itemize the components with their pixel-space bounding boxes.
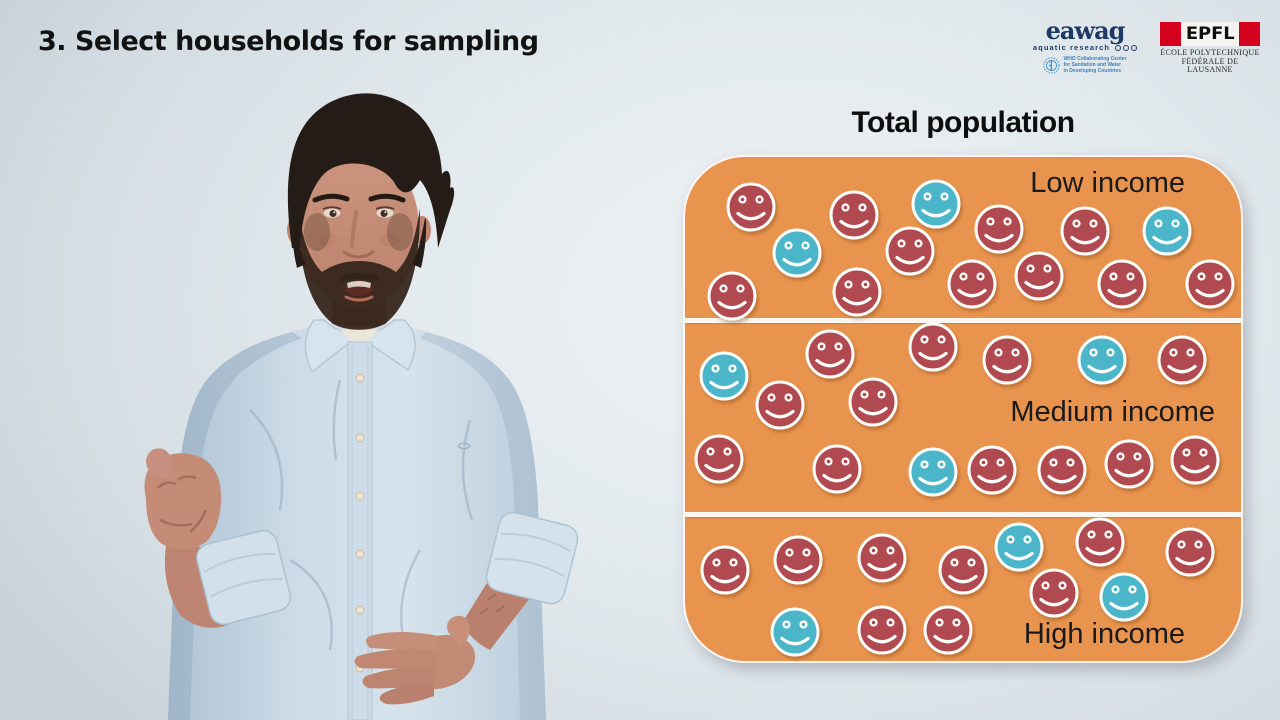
red-smiley-face bbox=[1036, 444, 1088, 496]
shirt-buttons bbox=[355, 373, 365, 673]
teal-smiley-face bbox=[1098, 571, 1150, 623]
red-smiley-face bbox=[1028, 567, 1080, 619]
red-smiley-face bbox=[706, 270, 758, 322]
who-emblem-icon bbox=[1043, 56, 1061, 74]
teal-smiley-face bbox=[993, 521, 1045, 573]
band-divider bbox=[685, 512, 1241, 517]
red-smiley-face bbox=[966, 444, 1018, 496]
teal-smiley-face bbox=[769, 606, 821, 658]
red-smiley-face bbox=[937, 544, 989, 596]
red-smiley-face bbox=[1169, 434, 1221, 486]
epfl-logo: EPFL ÉCOLE POLYTECHNIQUE FÉDÉRALE DE LAU… bbox=[1158, 20, 1262, 75]
red-smiley-face bbox=[847, 376, 899, 428]
slide-title: 3. Select households for sampling bbox=[38, 26, 539, 57]
red-smiley-face bbox=[811, 443, 863, 495]
eawag-dots-icon bbox=[1115, 45, 1138, 51]
red-smiley-face bbox=[922, 604, 974, 656]
red-smiley-face bbox=[1074, 516, 1126, 568]
epfl-name-lines: ÉCOLE POLYTECHNIQUE FÉDÉRALE DE LAUSANNE bbox=[1160, 48, 1260, 74]
who-collaborating-text: WHO Collaborating Center for Sanitation … bbox=[1063, 56, 1127, 74]
red-smiley-face bbox=[693, 433, 745, 485]
red-smiley-face bbox=[699, 544, 751, 596]
red-smiley-face bbox=[1096, 258, 1148, 310]
red-smiley-face bbox=[1164, 526, 1216, 578]
red-smiley-face bbox=[1156, 334, 1208, 386]
teal-smiley-face bbox=[771, 227, 823, 279]
red-smiley-face bbox=[831, 266, 883, 318]
teal-smiley-face bbox=[1141, 205, 1193, 257]
presenter-beard bbox=[298, 208, 420, 330]
red-smiley-face bbox=[856, 604, 908, 656]
teal-smiley-face bbox=[910, 178, 962, 230]
red-smiley-face bbox=[907, 321, 959, 373]
band-divider bbox=[685, 318, 1241, 323]
red-smiley-face bbox=[1184, 258, 1236, 310]
red-smiley-face bbox=[804, 328, 856, 380]
epfl-wordmark: EPFL bbox=[1160, 22, 1260, 46]
eawag-logo: eawag aquatic research WHO Collaborating… bbox=[1026, 16, 1144, 74]
label-medium-income: Medium income bbox=[1010, 396, 1215, 428]
faces-medium-income bbox=[685, 157, 1241, 661]
eawag-wordmark: eawag bbox=[1045, 16, 1126, 45]
red-smiley-face bbox=[754, 379, 806, 431]
epfl-red-block-left bbox=[1160, 22, 1181, 46]
red-smiley-face bbox=[772, 534, 824, 586]
presenter-hair bbox=[287, 93, 455, 249]
logo-block: eawag aquatic research WHO Collaborating… bbox=[1026, 16, 1262, 75]
teal-smiley-face bbox=[1076, 334, 1128, 386]
teal-smiley-face bbox=[907, 446, 959, 498]
presenter-illustration bbox=[144, 93, 579, 720]
eawag-subtitle: aquatic research bbox=[1032, 43, 1111, 52]
faces-high-income bbox=[685, 157, 1241, 661]
red-smiley-face bbox=[946, 258, 998, 310]
diagram-title: Total population bbox=[851, 106, 1075, 139]
teal-smiley-face bbox=[698, 350, 750, 402]
presenter-head bbox=[287, 93, 455, 330]
presenter-left-hand bbox=[354, 511, 579, 705]
red-smiley-face bbox=[725, 181, 777, 233]
epfl-red-block-right bbox=[1239, 22, 1260, 46]
faces-low-income bbox=[685, 157, 1241, 661]
label-low-income: Low income bbox=[1030, 167, 1185, 199]
red-smiley-face bbox=[973, 203, 1025, 255]
label-high-income: High income bbox=[1023, 618, 1185, 650]
red-smiley-face bbox=[1103, 438, 1155, 490]
presenter-right-fist bbox=[144, 448, 292, 628]
red-smiley-face bbox=[1013, 250, 1065, 302]
red-smiley-face bbox=[981, 334, 1033, 386]
population-box: Low income Medium income High income bbox=[683, 155, 1243, 663]
red-smiley-face bbox=[856, 532, 908, 584]
red-smiley-face bbox=[884, 225, 936, 277]
red-smiley-face bbox=[828, 189, 880, 241]
red-smiley-face bbox=[1059, 205, 1111, 257]
